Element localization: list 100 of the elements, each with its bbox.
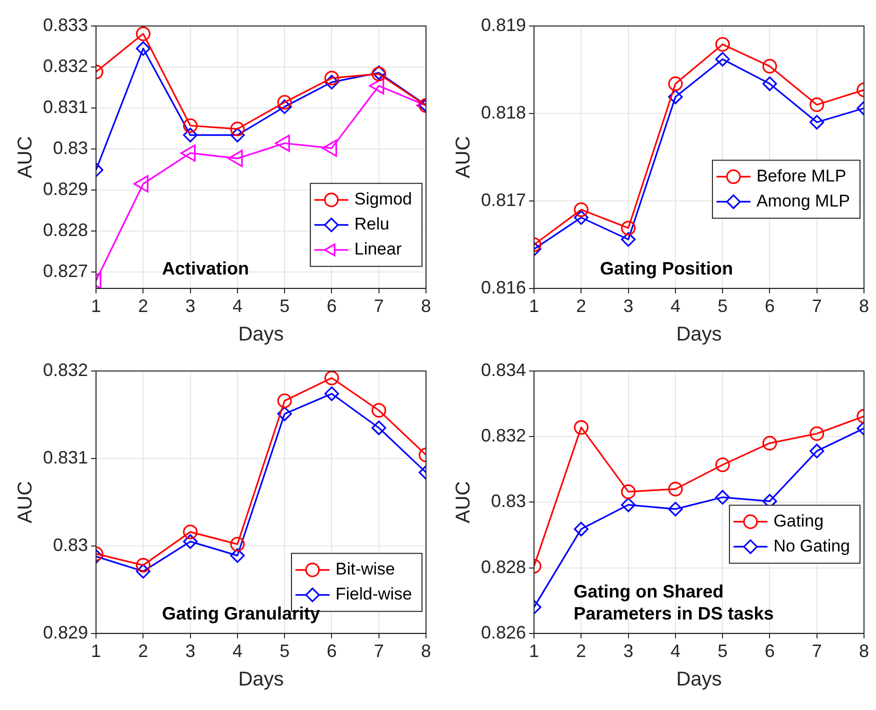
y-tick-label: 0.829 [42, 178, 88, 199]
point [136, 564, 150, 579]
point [668, 482, 683, 496]
point [183, 524, 198, 540]
x-tick-label: 7 [812, 641, 822, 662]
x-tick-label: 7 [374, 641, 384, 662]
y-tick-label: 0.818 [480, 102, 526, 122]
x-axis-title: Days [238, 668, 284, 691]
point [574, 202, 588, 217]
legend-label: Relu [354, 214, 390, 234]
x-tick-label: 6 [764, 296, 775, 316]
point [810, 114, 824, 130]
point [230, 536, 245, 552]
x-tick-label: 8 [420, 296, 432, 316]
point [762, 76, 778, 92]
point [762, 436, 778, 450]
x-tick-label: 5 [280, 641, 290, 662]
legend-label: Gating [773, 511, 824, 530]
x-tick-label: 3 [185, 641, 196, 662]
point [574, 420, 588, 435]
y-tick-label: 0.827 [42, 260, 88, 281]
x-tick-label: 7 [374, 296, 384, 316]
x-tick-label: 2 [138, 641, 148, 662]
point [715, 490, 730, 505]
y-tick-label: 0.83 [52, 138, 88, 158]
annotation: Gating Position [600, 258, 734, 278]
y-tick-label: 0.816 [480, 277, 526, 298]
y-tick-label: 0.834 [480, 360, 526, 380]
point [762, 58, 778, 74]
x-tick-label: 8 [420, 641, 432, 662]
point [810, 97, 824, 112]
legend-label: Field-wise [335, 584, 412, 604]
x-tick-label: 2 [138, 296, 148, 316]
x-tick-label: 7 [812, 296, 822, 316]
x-tick-label: 4 [670, 296, 680, 316]
y-tick-label: 0.83 [490, 491, 526, 512]
point [277, 406, 292, 422]
y-tick-label: 0.831 [42, 96, 88, 117]
y-axis-title: AUC [452, 481, 475, 524]
point [230, 548, 245, 563]
x-tick-label: 5 [718, 641, 728, 662]
point [668, 502, 683, 516]
point [183, 534, 198, 549]
x-axis-title: Days [238, 324, 284, 346]
x-tick-label: 1 [529, 641, 540, 662]
x-tick-label: 4 [232, 296, 242, 316]
y-tick-label: 0.826 [480, 622, 526, 642]
point [621, 484, 636, 500]
x-tick-label: 8 [858, 641, 870, 662]
point [324, 371, 340, 386]
y-tick-label: 0.831 [42, 447, 88, 468]
point [715, 37, 730, 52]
point [715, 458, 730, 472]
point [810, 444, 824, 458]
point [324, 386, 340, 402]
point [668, 76, 683, 92]
legend-label: Before MLP [756, 166, 846, 186]
x-tick-label: 2 [576, 296, 586, 316]
x-tick-label: 8 [858, 296, 870, 316]
x-tick-label: 1 [529, 296, 540, 316]
y-tick-label: 0.819 [480, 14, 526, 35]
point [277, 393, 292, 408]
y-tick-label: 0.828 [480, 556, 526, 577]
x-tick-label: 6 [764, 641, 775, 662]
annotation: Gating Granularity [162, 603, 320, 624]
y-tick-label: 0.817 [480, 190, 526, 210]
point [574, 522, 588, 536]
y-tick-label: 0.832 [42, 360, 88, 380]
x-tick-label: 4 [670, 641, 680, 662]
y-tick-label: 0.829 [42, 622, 88, 642]
point [372, 403, 386, 418]
point [810, 426, 824, 441]
legend-label: Sigmod [354, 190, 412, 209]
point [621, 232, 636, 247]
y-tick-label: 0.832 [42, 56, 88, 76]
x-tick-label: 3 [623, 641, 634, 662]
point [621, 498, 636, 512]
annotation: Activation [162, 258, 250, 278]
point [372, 420, 386, 436]
y-tick-label: 0.83 [52, 534, 88, 555]
x-axis-title: Days [676, 668, 722, 691]
x-tick-label: 2 [576, 641, 586, 662]
x-tick-label: 3 [623, 296, 634, 316]
point [715, 52, 730, 67]
y-axis-title: AUC [452, 136, 475, 178]
x-tick-label: 6 [326, 641, 337, 662]
legend-label: Bit-wise [335, 560, 395, 579]
x-tick-label: 3 [185, 296, 196, 316]
point [621, 220, 636, 236]
x-tick-label: 6 [326, 296, 337, 316]
point [574, 210, 588, 225]
annotation: Gating on Shared Parameters in DS tasks [574, 581, 774, 624]
y-tick-label: 0.832 [480, 426, 526, 446]
x-tick-label: 1 [91, 296, 102, 316]
point [668, 90, 683, 104]
y-tick-label: 0.833 [42, 14, 88, 35]
legend-label: Among MLP [756, 191, 850, 210]
x-tick-label: 5 [718, 296, 728, 316]
x-axis-title: Days [676, 324, 722, 346]
y-axis-title: AUC [14, 136, 37, 178]
